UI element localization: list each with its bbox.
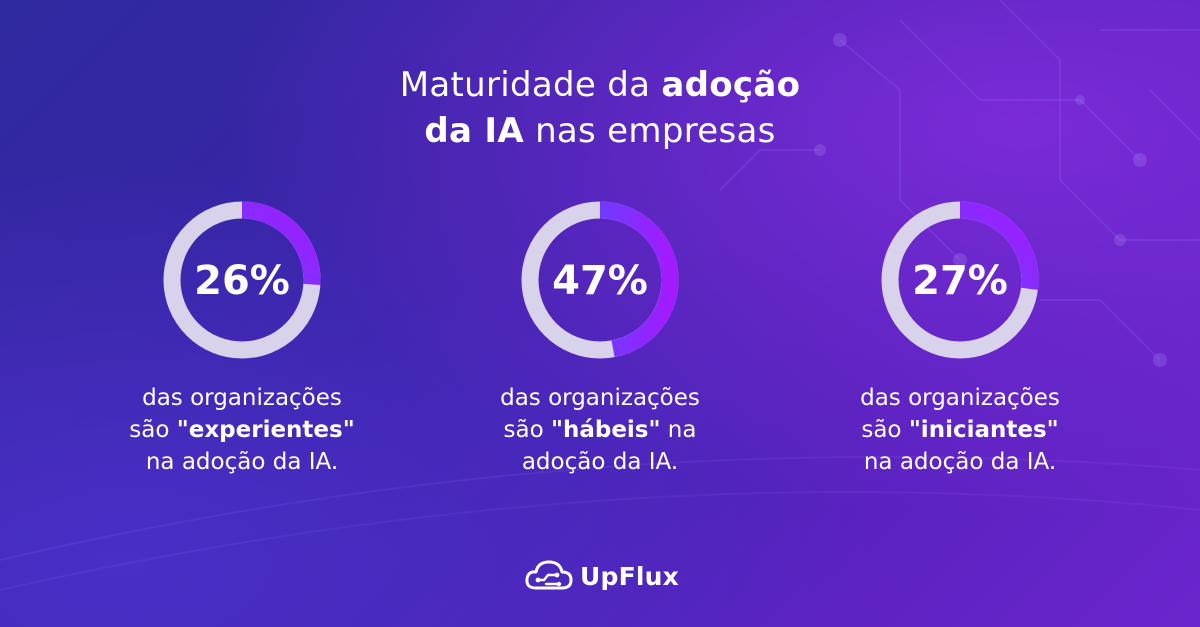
desc-line2-post: na	[660, 417, 697, 443]
desc-line2-bold: "experientes"	[176, 417, 355, 443]
title-line2-bold: da IA	[424, 111, 524, 151]
donut-arc-iniciantes	[881, 201, 1039, 359]
donut-label-habeis: 47%	[552, 258, 648, 304]
desc-line2-bold: "iniciantes"	[908, 417, 1059, 443]
title-line2-regular: nas empresas	[523, 111, 776, 151]
stat-description-habeis: das organizações são "hábeis" na adoção …	[440, 382, 760, 478]
stat-description-iniciantes: das organizações são "iniciantes" na ado…	[800, 382, 1120, 478]
desc-line-2: são "hábeis" na	[440, 414, 760, 446]
desc-line2-pre: são	[861, 417, 909, 443]
donut-chart-iniciantes: 27%	[881, 201, 1039, 359]
desc-line-1: das organizações	[500, 385, 700, 411]
desc-line2-pre: são	[129, 417, 177, 443]
donut-label-iniciantes: 27%	[912, 258, 1008, 304]
desc-line2-pre: são	[503, 417, 551, 443]
title-line-1: Maturidade da adoção	[0, 62, 1200, 108]
stat-habeis: 47% das organizações são "hábeis" na ado…	[440, 196, 760, 478]
stat-iniciantes: 27% das organizações são "iniciantes" na…	[800, 196, 1120, 478]
desc-line-1: das organizações	[142, 385, 342, 411]
desc-line-3: na adoção da IA.	[145, 449, 339, 475]
donut-label-experientes: 26%	[194, 258, 290, 304]
title-line-2: da IA nas empresas	[0, 108, 1200, 154]
donut-chart-experientes: 26%	[163, 201, 321, 359]
cloud-circuit-icon	[525, 560, 573, 590]
logo-text: UpFlux	[580, 561, 679, 591]
desc-line-2: são "iniciantes"	[800, 414, 1120, 446]
stat-description-experientes: das organizações são "experientes" na ad…	[82, 382, 402, 478]
donut-chart-habeis: 47%	[521, 201, 679, 359]
desc-line-3: na adoção da IA.	[863, 449, 1057, 475]
desc-line-3: adoção da IA.	[521, 449, 679, 475]
desc-line2-bold: "hábeis"	[550, 417, 661, 443]
title-line1-bold: adoção	[661, 65, 801, 105]
donut-arc-experientes	[163, 201, 321, 359]
page-title: Maturidade da adoção da IA nas empresas	[0, 62, 1200, 154]
title-line1-regular: Maturidade da	[399, 65, 662, 105]
desc-line-1: das organizações	[860, 385, 1060, 411]
stat-experientes: 26% das organizações são "experientes" n…	[82, 196, 402, 478]
desc-line-2: são "experientes"	[82, 414, 402, 446]
upflux-logo: UpFlux	[524, 556, 679, 596]
donut-arc-habeis	[521, 201, 679, 359]
